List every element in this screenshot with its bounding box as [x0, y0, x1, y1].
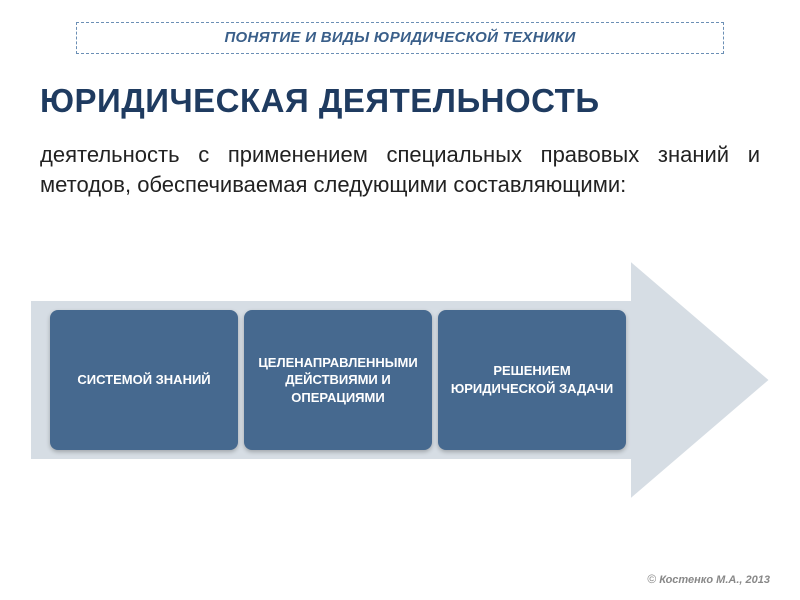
- footer-credit: © Костенко М.А., 2013: [647, 572, 770, 586]
- subtitle: деятельность с применением специальных п…: [40, 140, 760, 199]
- header-banner: ПОНЯТИЕ И ВИДЫ ЮРИДИЧЕСКОЙ ТЕХНИКИ: [76, 22, 724, 54]
- copyright-symbol: ©: [647, 572, 656, 586]
- process-box-3-label: РЕШЕНИЕМ ЮРИДИЧЕСКОЙ ЗАДАЧИ: [450, 362, 614, 397]
- process-box-2-label: ЦЕЛЕНАПРАВЛЕННЫМИ ДЕЙСТВИЯМИ И ОПЕРАЦИЯМ…: [256, 354, 420, 407]
- process-box-1: СИСТЕМОЙ ЗНАНИЙ: [50, 310, 238, 450]
- process-boxes: СИСТЕМОЙ ЗНАНИЙ ЦЕЛЕНАПРАВЛЕННЫМИ ДЕЙСТВ…: [50, 310, 626, 450]
- page-title: ЮРИДИЧЕСКАЯ ДЕЯТЕЛЬНОСТЬ: [40, 82, 600, 120]
- header-text: ПОНЯТИЕ И ВИДЫ ЮРИДИЧЕСКОЙ ТЕХНИКИ: [224, 29, 575, 46]
- author-name: Костенко М.А.,: [659, 574, 742, 586]
- process-box-2: ЦЕЛЕНАПРАВЛЕННЫМИ ДЕЙСТВИЯМИ И ОПЕРАЦИЯМ…: [244, 310, 432, 450]
- process-arrow-diagram: СИСТЕМОЙ ЗНАНИЙ ЦЕЛЕНАПРАВЛЕННЫМИ ДЕЙСТВ…: [30, 260, 770, 500]
- author-year: 2013: [746, 574, 770, 586]
- process-box-1-label: СИСТЕМОЙ ЗНАНИЙ: [77, 371, 210, 389]
- process-box-3: РЕШЕНИЕМ ЮРИДИЧЕСКОЙ ЗАДАЧИ: [438, 310, 626, 450]
